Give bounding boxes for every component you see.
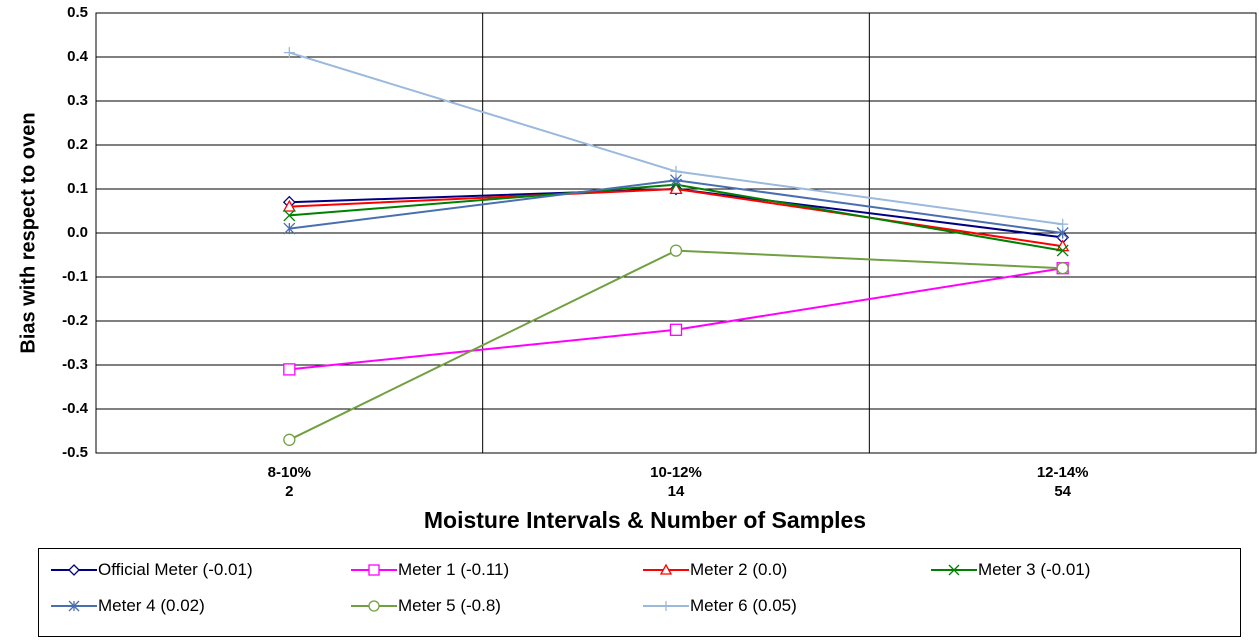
legend-item: Meter 2 (0.0): [643, 558, 787, 582]
y-tick-label: -0.1: [62, 268, 88, 285]
legend: Official Meter (-0.01) Meter 1 (-0.11) Met…: [38, 548, 1241, 637]
data-point-marker: [283, 47, 295, 59]
data-point-marker: [368, 564, 380, 576]
legend-swatch: [351, 600, 397, 612]
y-axis-title: Bias with respect to oven: [17, 112, 39, 353]
data-point-marker: [661, 601, 671, 611]
x-category-label: 12-14%: [1037, 464, 1089, 481]
y-tick-label: 0.1: [67, 180, 88, 197]
legend-swatch: [643, 601, 689, 611]
x-category-count: 14: [668, 483, 685, 500]
legend-label: Meter 4 (0.02): [98, 596, 205, 615]
data-point-marker: [283, 363, 296, 376]
data-point-marker: [669, 182, 683, 195]
legend-item: Meter 3 (-0.01): [931, 558, 1090, 582]
data-point-marker: [669, 244, 683, 257]
data-point-marker: [1056, 244, 1069, 257]
series-meter-5: [283, 244, 1069, 446]
data-point-marker: [659, 563, 673, 575]
y-tick-label: -0.5: [62, 444, 88, 461]
series-meter-1: [283, 262, 1069, 376]
legend-label: Official Meter (-0.01): [98, 560, 253, 579]
legend-swatch: [643, 563, 689, 575]
data-point-marker: [283, 209, 296, 222]
y-tick-label: -0.3: [62, 356, 88, 373]
plot-area-border: [95, 12, 1257, 454]
data-point-marker: [283, 222, 296, 235]
series-line: [289, 267, 1063, 371]
legend-swatch: [51, 564, 97, 576]
legend-item: Meter 4 (0.02): [51, 594, 205, 618]
legend-item: Meter 1 (-0.11): [351, 558, 509, 582]
grid-lines: [96, 12, 1256, 454]
data-point-marker: [368, 600, 380, 612]
y-tick-label: 0.2: [67, 136, 88, 153]
series-meter-6: [283, 47, 1069, 230]
data-point-marker: [68, 564, 80, 576]
legend-item: Meter 5 (-0.8): [351, 594, 501, 618]
data-point-marker: [282, 199, 296, 212]
legend-label: Meter 2 (0.0): [690, 560, 788, 579]
series-lines: [282, 47, 1070, 446]
chart: 0.5 0.4 0.3 0.2 0.1 0.0 -0.1 -0.2 -0.3 -0.4 -0.5 8…: [17, 4, 1257, 533]
legend-label: Meter 3 (-0.01): [978, 560, 1091, 579]
legend-label: Meter 6 (0.05): [690, 596, 797, 615]
data-point-marker: [1056, 262, 1069, 275]
legend-label: Meter 1 (-0.11): [398, 560, 510, 579]
series-meter-4: [283, 174, 1069, 239]
data-point-marker: [68, 600, 80, 612]
legend-swatch: [351, 564, 397, 576]
y-tick-label: 0.0: [67, 224, 88, 241]
y-tick-label: 0.3: [67, 92, 88, 109]
legend-swatch: [931, 564, 977, 576]
y-tick-label: 0.4: [67, 48, 89, 65]
data-point-marker: [669, 323, 683, 336]
legend-item: Meter 6 (0.05): [643, 594, 797, 618]
x-category-labels: 8-10% 2 10-12% 14 12-14% 54: [268, 464, 1089, 500]
data-point-marker: [283, 433, 296, 446]
x-category-label: 8-10%: [268, 464, 311, 481]
legend-item: Official Meter (-0.01): [51, 558, 253, 582]
x-axis-title: Moisture Intervals & Number of Samples: [424, 507, 866, 533]
x-category-label: 10-12%: [650, 464, 702, 481]
x-category-count: 54: [1054, 483, 1071, 500]
legend-swatch: [51, 600, 97, 612]
y-tick-labels: 0.5 0.4 0.3 0.2 0.1 0.0 -0.1 -0.2 -0.3 -0.4 -0.5: [62, 4, 89, 461]
x-category-count: 2: [285, 483, 293, 500]
data-point-marker: [1057, 218, 1069, 230]
y-tick-label: -0.4: [62, 400, 89, 417]
y-tick-label: 0.5: [67, 4, 88, 21]
legend-label: Meter 5 (-0.8): [398, 596, 501, 615]
series-line: [288, 249, 1063, 441]
data-point-marker: [948, 564, 960, 576]
data-point-marker: [670, 165, 682, 177]
y-tick-label: -0.2: [62, 312, 88, 329]
